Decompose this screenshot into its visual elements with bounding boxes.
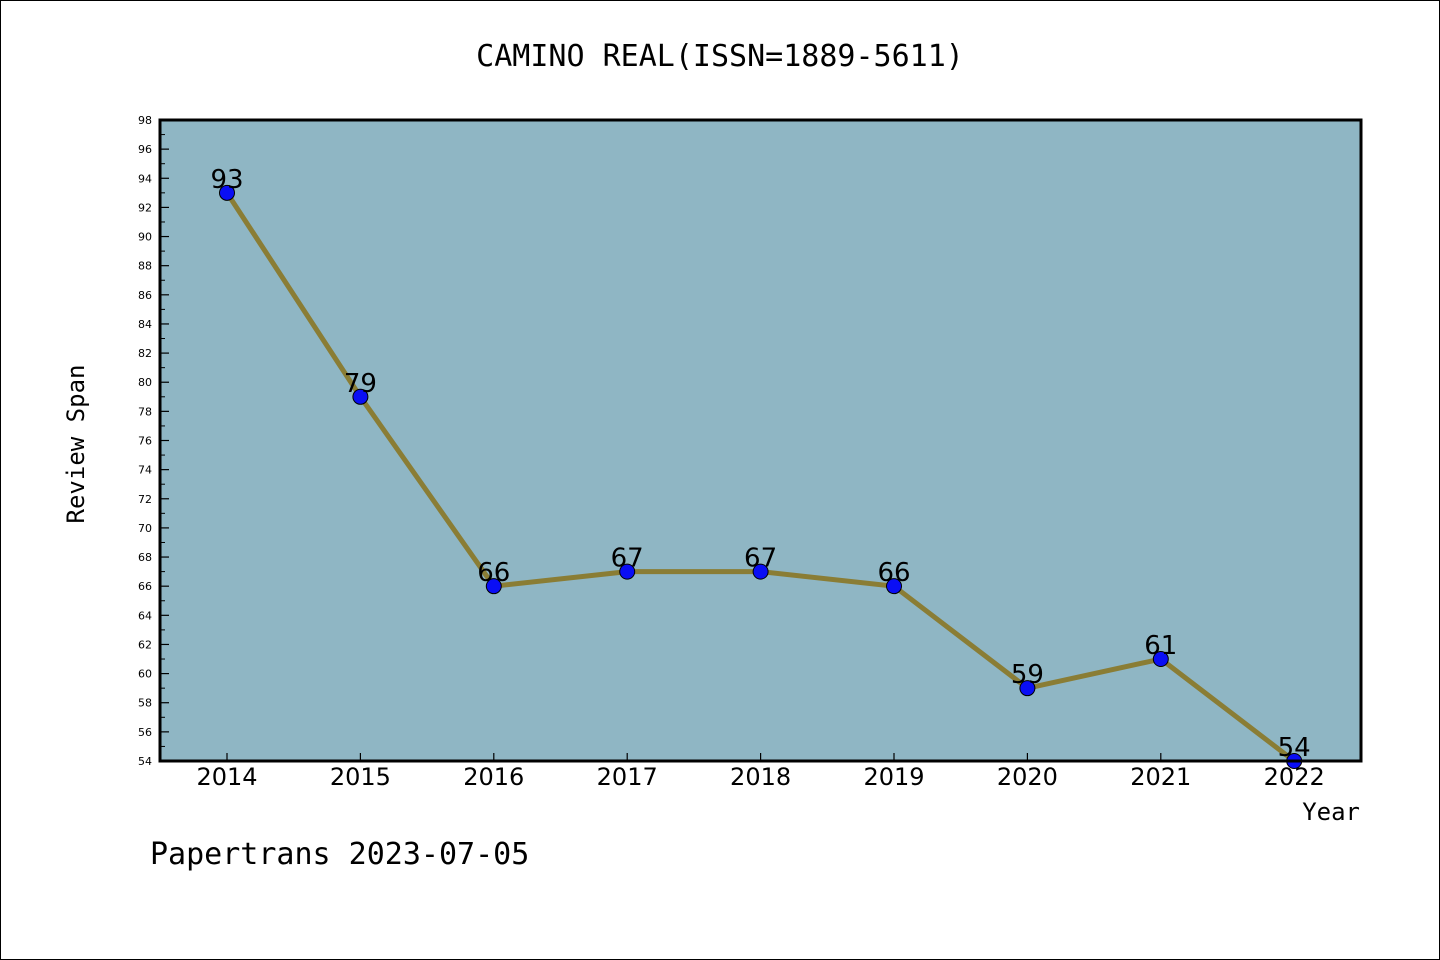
data-point xyxy=(219,184,235,201)
data-point xyxy=(485,578,502,595)
data-label: 67 xyxy=(744,544,777,574)
y-tick-label: 60 xyxy=(138,668,152,681)
y-tick-label: 66 xyxy=(138,580,152,593)
plot-area xyxy=(160,120,1361,761)
x-tick-label: 2021 xyxy=(1130,763,1191,791)
y-tick-label: 94 xyxy=(138,172,152,185)
y-tick-label: 84 xyxy=(138,318,152,331)
y-tick-label: 54 xyxy=(138,755,152,768)
y-tick-label: 74 xyxy=(138,464,152,477)
data-label: 93 xyxy=(210,165,243,195)
data-label: 61 xyxy=(1144,631,1177,661)
y-tick-label: 78 xyxy=(138,405,152,418)
y-tick-label: 76 xyxy=(138,435,152,448)
y-tick-label: 62 xyxy=(138,638,152,651)
y-tick-label: 82 xyxy=(138,347,152,360)
x-tick-label: 2020 xyxy=(997,763,1058,791)
y-tick-label: 56 xyxy=(138,726,152,739)
x-axis-label: Year xyxy=(1302,798,1360,826)
y-tick-label: 68 xyxy=(138,551,152,564)
x-tick-label: 2017 xyxy=(597,763,658,791)
y-tick-label: 86 xyxy=(138,289,152,302)
y-tick-label: 92 xyxy=(138,201,152,214)
data-point xyxy=(352,388,369,405)
y-tick-label: 96 xyxy=(138,143,152,156)
data-label: 54 xyxy=(1278,733,1311,763)
footer-credit: Papertrans 2023-07-05 xyxy=(150,837,529,872)
x-tick-label: 2016 xyxy=(463,763,524,791)
plot-border xyxy=(158,118,1363,763)
y-tick-label: 58 xyxy=(138,697,152,710)
y-tick-label: 72 xyxy=(138,493,152,506)
data-point xyxy=(619,563,636,580)
data-point xyxy=(886,578,902,595)
data-label: 66 xyxy=(477,558,510,588)
y-tick-label: 88 xyxy=(138,260,152,273)
x-tick-label: 2014 xyxy=(196,763,257,791)
y-tick-label: 98 xyxy=(138,114,152,127)
data-label: 67 xyxy=(611,544,644,574)
chart-title: CAMINO REAL(ISSN=1889-5611) xyxy=(476,39,964,74)
y-axis-label: Review Span xyxy=(62,365,90,524)
data-point xyxy=(752,563,769,580)
x-tick-label: 2018 xyxy=(730,763,791,791)
data-point xyxy=(1019,680,1036,697)
series-markers xyxy=(219,184,1303,769)
data-label: 79 xyxy=(344,369,377,399)
y-tick-label: 80 xyxy=(138,376,152,389)
data-label: 59 xyxy=(1011,660,1044,690)
data-point xyxy=(1152,651,1169,668)
data-labels: 93 79 66 67 67 66 59 61 54 xyxy=(210,165,1310,763)
y-tick-label: 70 xyxy=(138,522,152,535)
x-axis-ticks: 2014 2015 2016 2017 2018 2019 2020 2021 2022 xyxy=(196,753,1325,791)
x-tick-label: 2019 xyxy=(863,763,924,791)
x-tick-label: 2015 xyxy=(330,763,391,791)
data-label: 66 xyxy=(877,558,910,588)
y-tick-label: 64 xyxy=(138,609,152,622)
y-tick-label: 90 xyxy=(138,231,152,244)
